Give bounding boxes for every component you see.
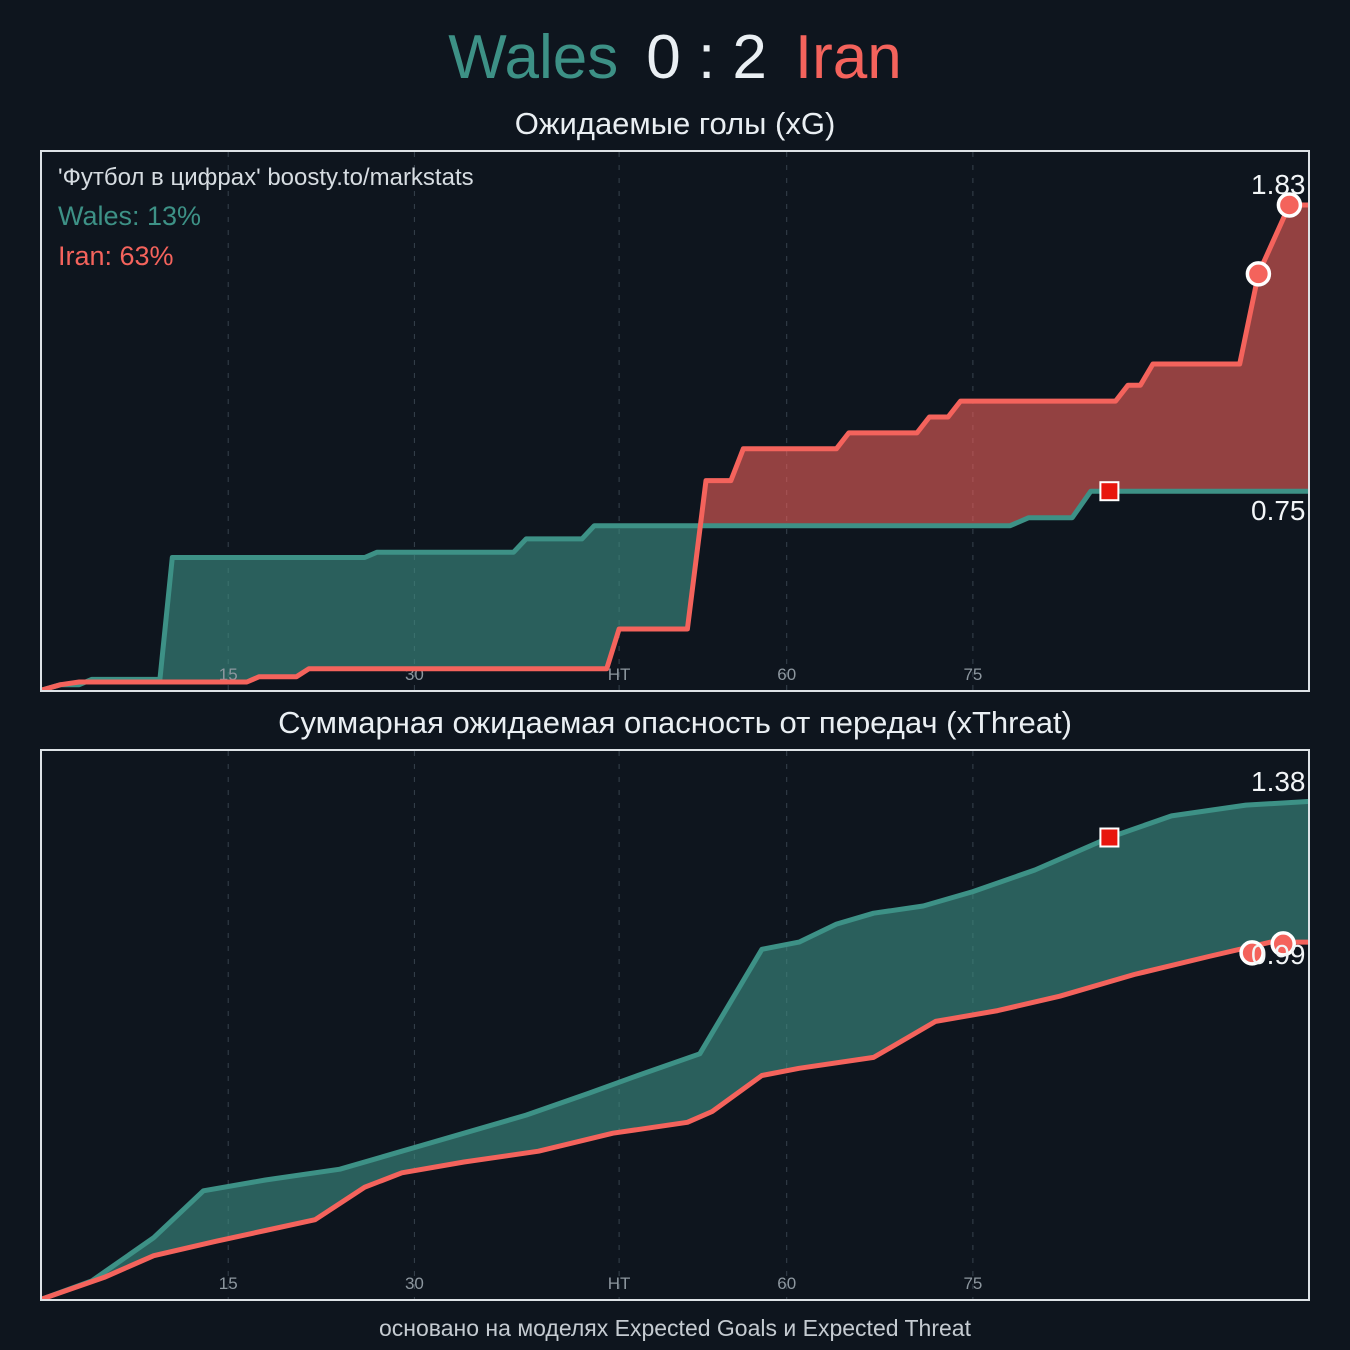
watermark-credit: 'Футбол в цифрах' boosty.to/markstats (58, 163, 474, 191)
svg-text:30: 30 (405, 1274, 424, 1293)
red-card-marker (1099, 827, 1120, 848)
goal-marker (1245, 261, 1272, 287)
scoreline: Wales 0 : 2 Iran (0, 0, 1350, 93)
goal-marker (1270, 930, 1296, 957)
svg-text:60: 60 (777, 665, 796, 684)
xthreat-chart-title: Суммарная ожидаемая опасность от передач… (278, 704, 1072, 740)
home-team-name: Wales (448, 23, 619, 92)
xg-chart-title: Ожидаемые голы (xG) (514, 106, 836, 142)
svg-text:0.75: 0.75 (1251, 495, 1306, 526)
footer-note: основано на моделях Expected Goals и Exp… (379, 1314, 971, 1341)
xthreat-chart-panel: 15 30 HT 60 75 1.38 0.99 (40, 748, 1310, 1301)
svg-text:75: 75 (963, 1274, 982, 1293)
svg-text:75: 75 (963, 665, 982, 684)
goal-marker (1276, 192, 1303, 218)
goal-marker (1239, 939, 1265, 966)
svg-text:1.83: 1.83 (1251, 169, 1306, 200)
home-win-probability: Wales: 13% (58, 200, 202, 231)
xthreat-chart: 15 30 HT 60 75 1.38 0.99 (42, 750, 1308, 1299)
match-score: 0 : 2 (646, 23, 767, 92)
svg-text:HT: HT (608, 665, 631, 684)
away-team-name: Iran (794, 23, 902, 92)
svg-text:15: 15 (219, 1274, 238, 1293)
xg-chart-panel: 'Футбол в цифрах' boosty.to/markstats Wa… (40, 149, 1310, 692)
svg-text:15: 15 (219, 665, 238, 684)
svg-text:HT: HT (608, 1274, 631, 1293)
svg-text:60: 60 (777, 1274, 796, 1293)
red-card-marker (1099, 481, 1120, 502)
xg-chart: 15 30 HT 60 751.830.75 (42, 151, 1308, 690)
svg-text:1.38: 1.38 (1251, 765, 1306, 796)
svg-text:0.99: 0.99 (1251, 938, 1306, 969)
watermark: 'Футбол в цифрах' boosty.to/markstats Wa… (58, 160, 474, 277)
away-win-probability: Iran: 63% (58, 241, 174, 272)
